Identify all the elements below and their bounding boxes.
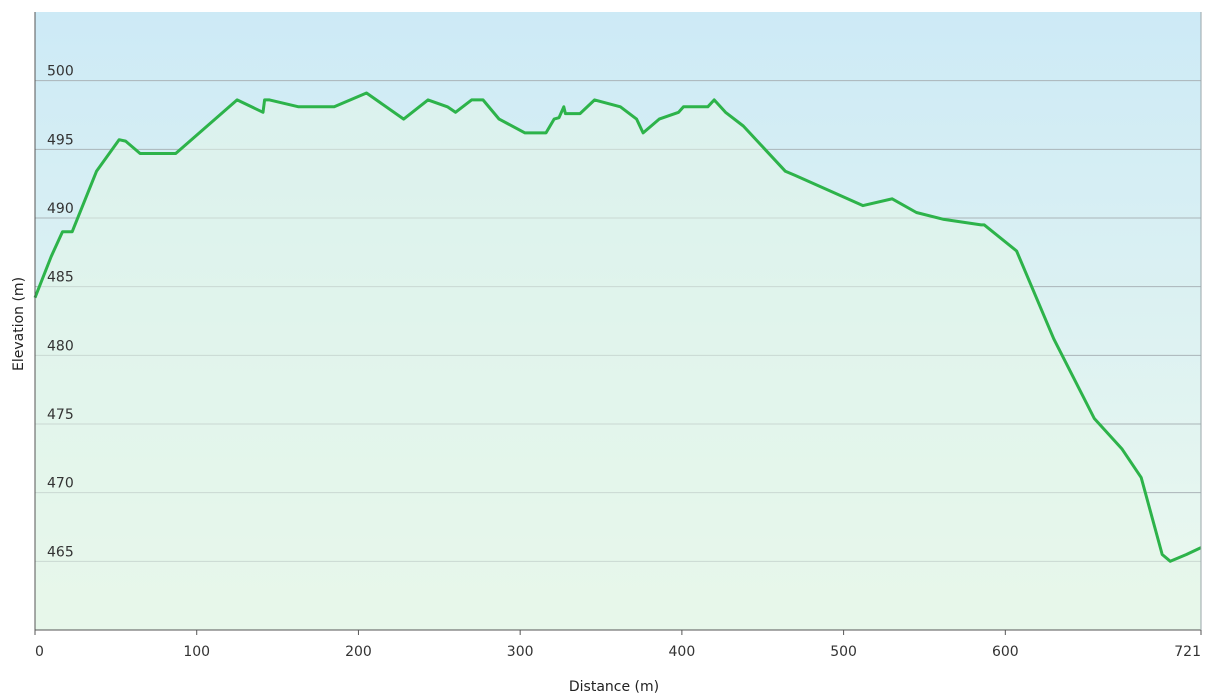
y-tick-label-465: 465 <box>47 544 74 560</box>
x-tick-label-300: 300 <box>507 644 534 660</box>
x-tick-labels: 0 100 200 300 400 500 600 721 <box>35 644 1201 660</box>
y-tick-label-480: 480 <box>47 338 74 354</box>
y-tick-label-475: 475 <box>47 407 74 423</box>
y-tick-label-470: 470 <box>47 476 74 492</box>
x-axis-title: Distance (m) <box>569 679 659 695</box>
x-tick-label-600: 600 <box>992 644 1019 660</box>
x-tick-label-721: 721 <box>1174 644 1201 660</box>
elevation-area-fill <box>35 93 1201 630</box>
elevation-series-line <box>33 91 1202 563</box>
area-fill-layer <box>33 91 1202 630</box>
axes <box>34 12 1202 635</box>
y-tick-label-490: 490 <box>47 201 74 217</box>
x-tick-label-500: 500 <box>830 644 857 660</box>
y-tick-labels: 465 470 475 480 485 490 495 500 <box>47 64 74 561</box>
x-tick-label-200: 200 <box>345 644 372 660</box>
x-tick-label-0: 0 <box>35 644 44 660</box>
y-axis-title: Elevation (m) <box>11 277 27 371</box>
x-tick-label-400: 400 <box>669 644 696 660</box>
x-tick-label-100: 100 <box>183 644 210 660</box>
y-tick-label-500: 500 <box>47 64 74 80</box>
y-tick-label-495: 495 <box>47 132 74 148</box>
y-tick-label-485: 485 <box>47 270 74 286</box>
